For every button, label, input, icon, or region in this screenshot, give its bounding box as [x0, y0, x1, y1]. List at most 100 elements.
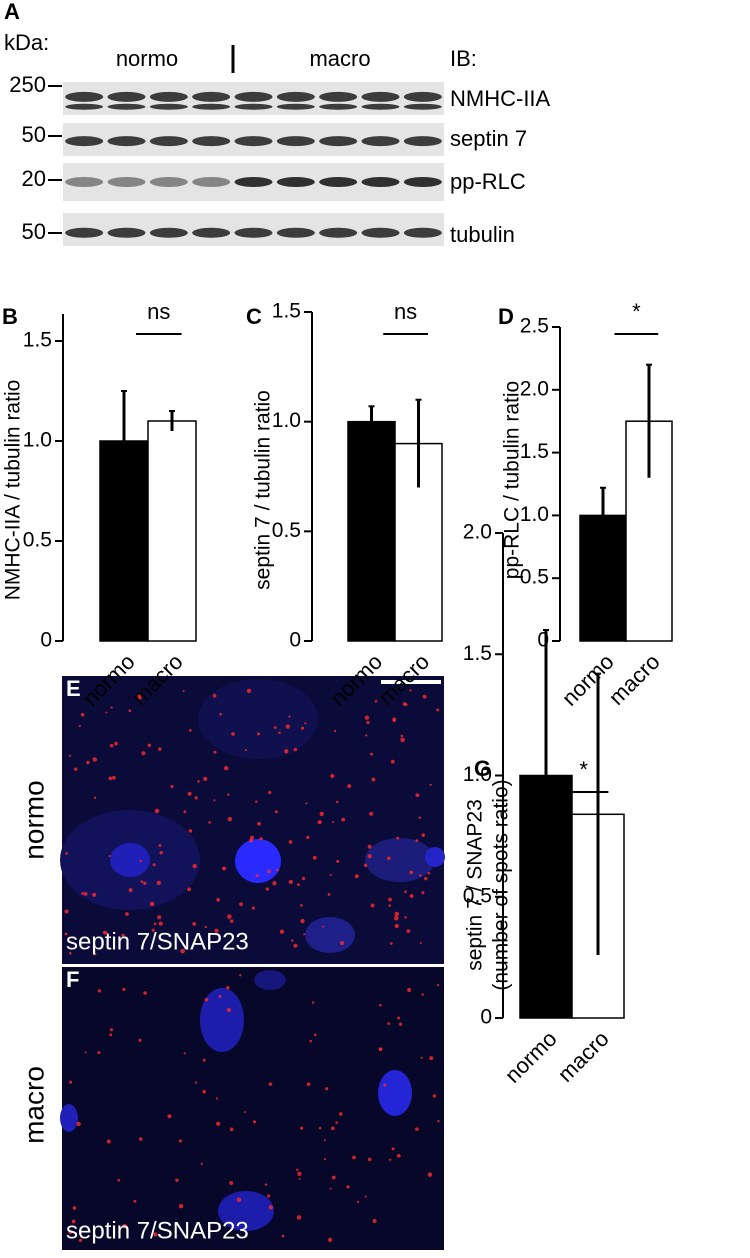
- spot: [140, 880, 144, 883]
- spot: [319, 811, 324, 817]
- band: [107, 91, 146, 102]
- spot: [305, 802, 308, 805]
- nucleus: [254, 970, 286, 990]
- spot: [400, 737, 405, 743]
- stain-label: septin 7/SNAP23: [66, 1217, 249, 1244]
- y-tick-label: 1.5: [520, 440, 549, 463]
- spot: [421, 891, 425, 895]
- spot: [371, 777, 376, 782]
- unit-label: kDa:: [4, 30, 49, 55]
- spot: [227, 793, 230, 796]
- band: [276, 177, 315, 187]
- spot: [106, 1139, 111, 1144]
- marker-label: 50: [22, 219, 46, 244]
- spot: [268, 790, 272, 795]
- spot: [437, 1119, 440, 1123]
- spot: [421, 833, 425, 837]
- spot: [194, 796, 198, 800]
- spot: [204, 997, 209, 1002]
- spot: [158, 921, 163, 926]
- spot: [419, 874, 422, 877]
- band: [403, 227, 442, 238]
- condition-label: macro: [18, 1066, 49, 1144]
- spot: [78, 724, 81, 728]
- spot: [392, 719, 396, 723]
- marker-label: 20: [22, 166, 46, 191]
- spot: [296, 1215, 302, 1220]
- band: [107, 227, 146, 238]
- spot: [268, 1082, 273, 1086]
- spot: [284, 749, 289, 754]
- band: [192, 103, 231, 110]
- spot: [330, 773, 335, 779]
- spot: [111, 775, 116, 780]
- spot: [356, 1200, 360, 1204]
- spot: [429, 783, 432, 786]
- spot: [110, 706, 113, 709]
- y-tick-label: 1.5: [272, 300, 301, 323]
- band: [65, 227, 104, 238]
- spot: [92, 757, 98, 762]
- band: [361, 227, 400, 238]
- spot: [213, 799, 216, 802]
- band: [192, 227, 231, 238]
- spot: [213, 750, 217, 754]
- spot: [420, 1056, 423, 1059]
- spot: [388, 904, 391, 907]
- spot: [128, 709, 132, 713]
- spot: [309, 1039, 313, 1043]
- spot: [183, 810, 187, 814]
- bar: [347, 420, 396, 642]
- band: [149, 227, 188, 238]
- spot: [387, 1022, 391, 1026]
- panel-label: D: [498, 304, 514, 329]
- spot: [125, 912, 129, 916]
- spot: [159, 850, 163, 855]
- spot: [83, 891, 88, 896]
- spot: [249, 838, 254, 843]
- spot: [122, 1223, 127, 1229]
- spot: [216, 898, 220, 902]
- spot: [239, 902, 243, 907]
- band: [192, 136, 231, 147]
- spot: [86, 760, 90, 765]
- spot: [281, 1234, 285, 1238]
- spot: [288, 879, 293, 885]
- y-tick-label: 1.0: [272, 409, 301, 432]
- spot: [379, 1003, 382, 1007]
- spot: [109, 1028, 114, 1032]
- band: [107, 136, 146, 147]
- spot: [369, 811, 374, 816]
- x-tick-label: macro: [604, 649, 665, 710]
- spot: [364, 1195, 367, 1198]
- spot: [264, 1183, 268, 1186]
- spot: [285, 724, 290, 729]
- spot: [300, 904, 303, 907]
- spot: [227, 914, 232, 919]
- spot: [121, 933, 125, 937]
- antibody-label: pp-RLC: [450, 169, 526, 194]
- spot: [218, 995, 222, 998]
- spot: [422, 694, 427, 699]
- spot: [157, 915, 162, 920]
- condition-label: normo: [18, 780, 49, 859]
- panel-label: E: [66, 676, 81, 701]
- spot: [84, 1051, 87, 1054]
- nucleus: [305, 917, 355, 953]
- spot: [402, 702, 407, 706]
- band: [276, 91, 315, 102]
- spot: [396, 836, 400, 840]
- spot: [225, 986, 230, 990]
- spot: [257, 732, 261, 736]
- spot: [415, 793, 420, 798]
- spot: [109, 743, 114, 748]
- spot: [335, 1121, 338, 1124]
- band: [276, 227, 315, 238]
- spot: [139, 859, 142, 863]
- spot: [372, 1219, 377, 1224]
- spot: [76, 1121, 81, 1127]
- y-tick-label: 0: [40, 629, 52, 652]
- spot: [303, 933, 306, 936]
- spot: [374, 699, 378, 703]
- spot: [64, 932, 68, 936]
